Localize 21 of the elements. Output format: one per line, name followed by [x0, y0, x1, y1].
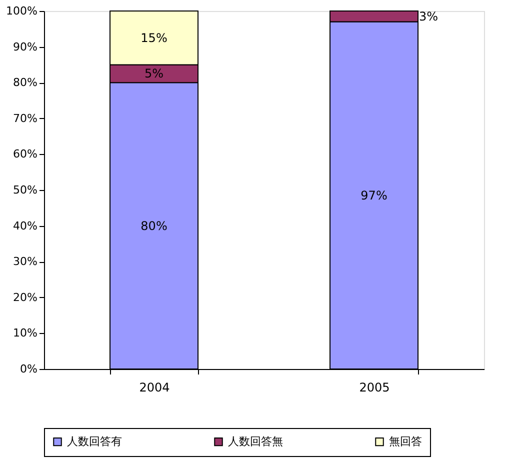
legend-label: 人数回答無 — [228, 434, 283, 448]
data-label: 80% — [140, 218, 168, 233]
y-tick-label: 50% — [13, 184, 38, 196]
data-label: 5% — [144, 66, 164, 81]
data-label: 3% — [419, 9, 438, 24]
x-tick-label: 2004 — [139, 380, 170, 394]
y-tick-label: 20% — [13, 290, 38, 304]
legend-label: 人数回答有 — [67, 434, 122, 448]
y-tick-label: 60% — [13, 148, 38, 161]
y-tick-label: 100% — [6, 4, 38, 18]
y-tick-label: 80% — [13, 76, 38, 90]
y-tick-label: 30% — [13, 255, 38, 268]
data-label: 97% — [360, 188, 388, 202]
x-tick-label: 2005 — [359, 380, 390, 394]
y-tick-label: 40% — [13, 219, 38, 232]
data-label: 15% — [140, 30, 168, 45]
y-tick-label: 10% — [13, 326, 38, 340]
y-tick-label: 90% — [13, 40, 38, 54]
y-tick-label: 0% — [20, 362, 38, 376]
legend-label: 無回答 — [389, 434, 422, 448]
y-tick-label: 70% — [13, 112, 38, 125]
